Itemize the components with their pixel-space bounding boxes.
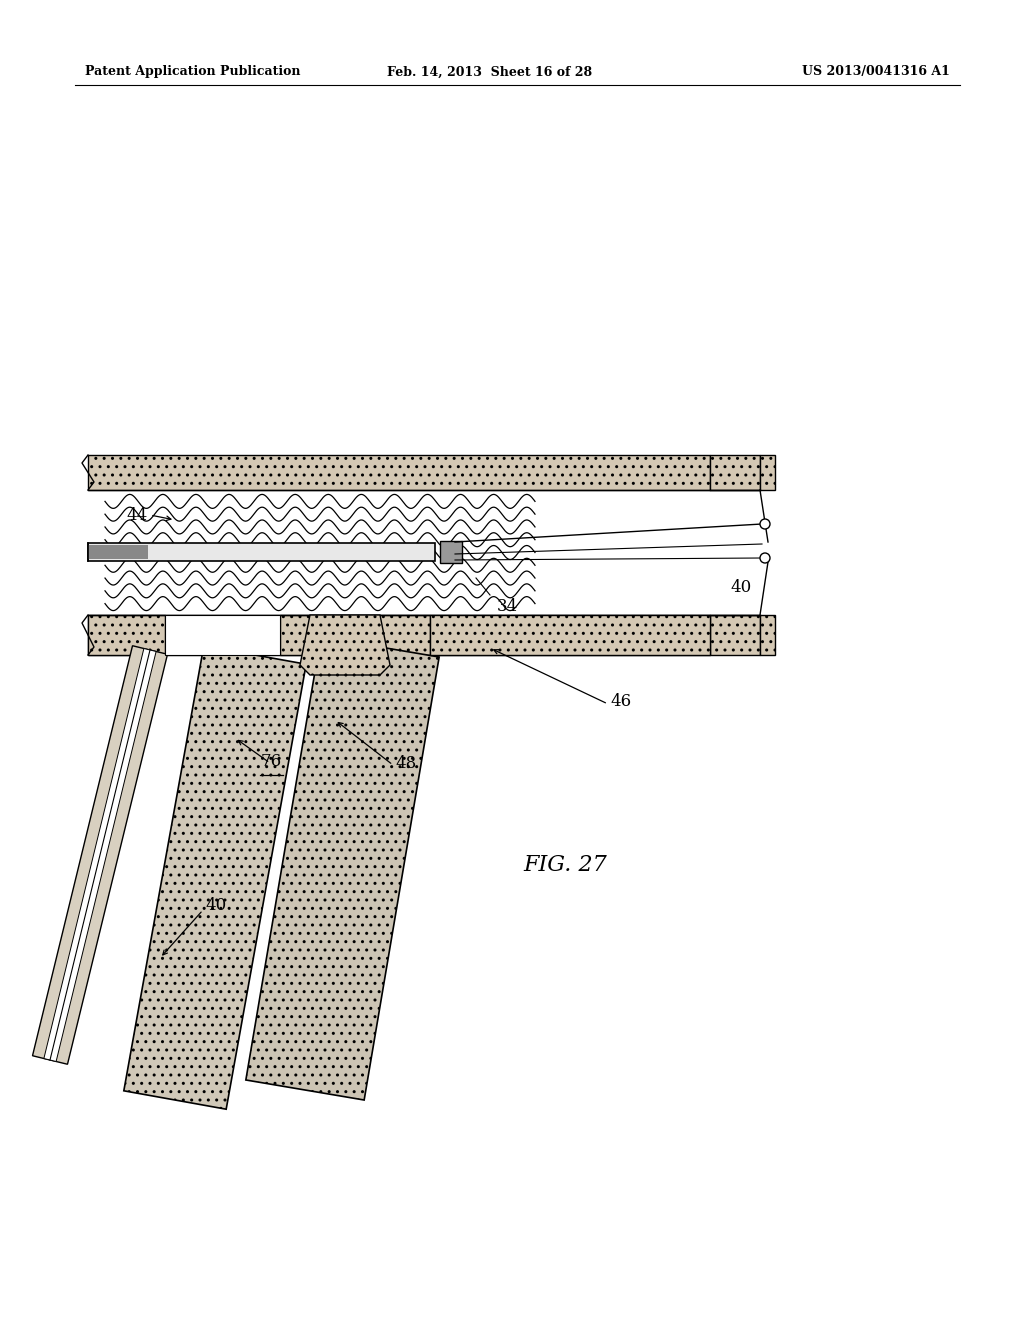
Polygon shape: [280, 615, 430, 655]
Text: 76: 76: [261, 754, 282, 771]
Polygon shape: [33, 645, 168, 1064]
Polygon shape: [124, 645, 306, 1109]
Text: 34: 34: [497, 598, 518, 615]
Polygon shape: [710, 455, 760, 490]
Text: US 2013/0041316 A1: US 2013/0041316 A1: [802, 66, 950, 78]
Text: 40: 40: [730, 579, 752, 597]
Polygon shape: [88, 490, 760, 615]
Circle shape: [760, 519, 770, 529]
Text: 40: 40: [205, 896, 226, 913]
Polygon shape: [760, 455, 775, 490]
Circle shape: [760, 553, 770, 564]
Polygon shape: [710, 615, 760, 655]
Polygon shape: [88, 545, 148, 558]
Text: 44: 44: [127, 507, 148, 524]
Text: Feb. 14, 2013  Sheet 16 of 28: Feb. 14, 2013 Sheet 16 of 28: [387, 66, 593, 78]
Polygon shape: [88, 455, 710, 490]
Polygon shape: [88, 615, 165, 655]
Text: 46: 46: [610, 693, 631, 710]
Polygon shape: [165, 615, 280, 655]
Polygon shape: [300, 615, 390, 675]
Text: 48: 48: [395, 755, 416, 771]
Polygon shape: [430, 615, 710, 655]
Polygon shape: [44, 648, 156, 1061]
Polygon shape: [88, 543, 435, 561]
Text: Patent Application Publication: Patent Application Publication: [85, 66, 300, 78]
Polygon shape: [440, 541, 462, 564]
Polygon shape: [760, 615, 775, 655]
Polygon shape: [88, 615, 710, 655]
Text: FIG. 27: FIG. 27: [523, 854, 607, 876]
Polygon shape: [246, 638, 439, 1100]
